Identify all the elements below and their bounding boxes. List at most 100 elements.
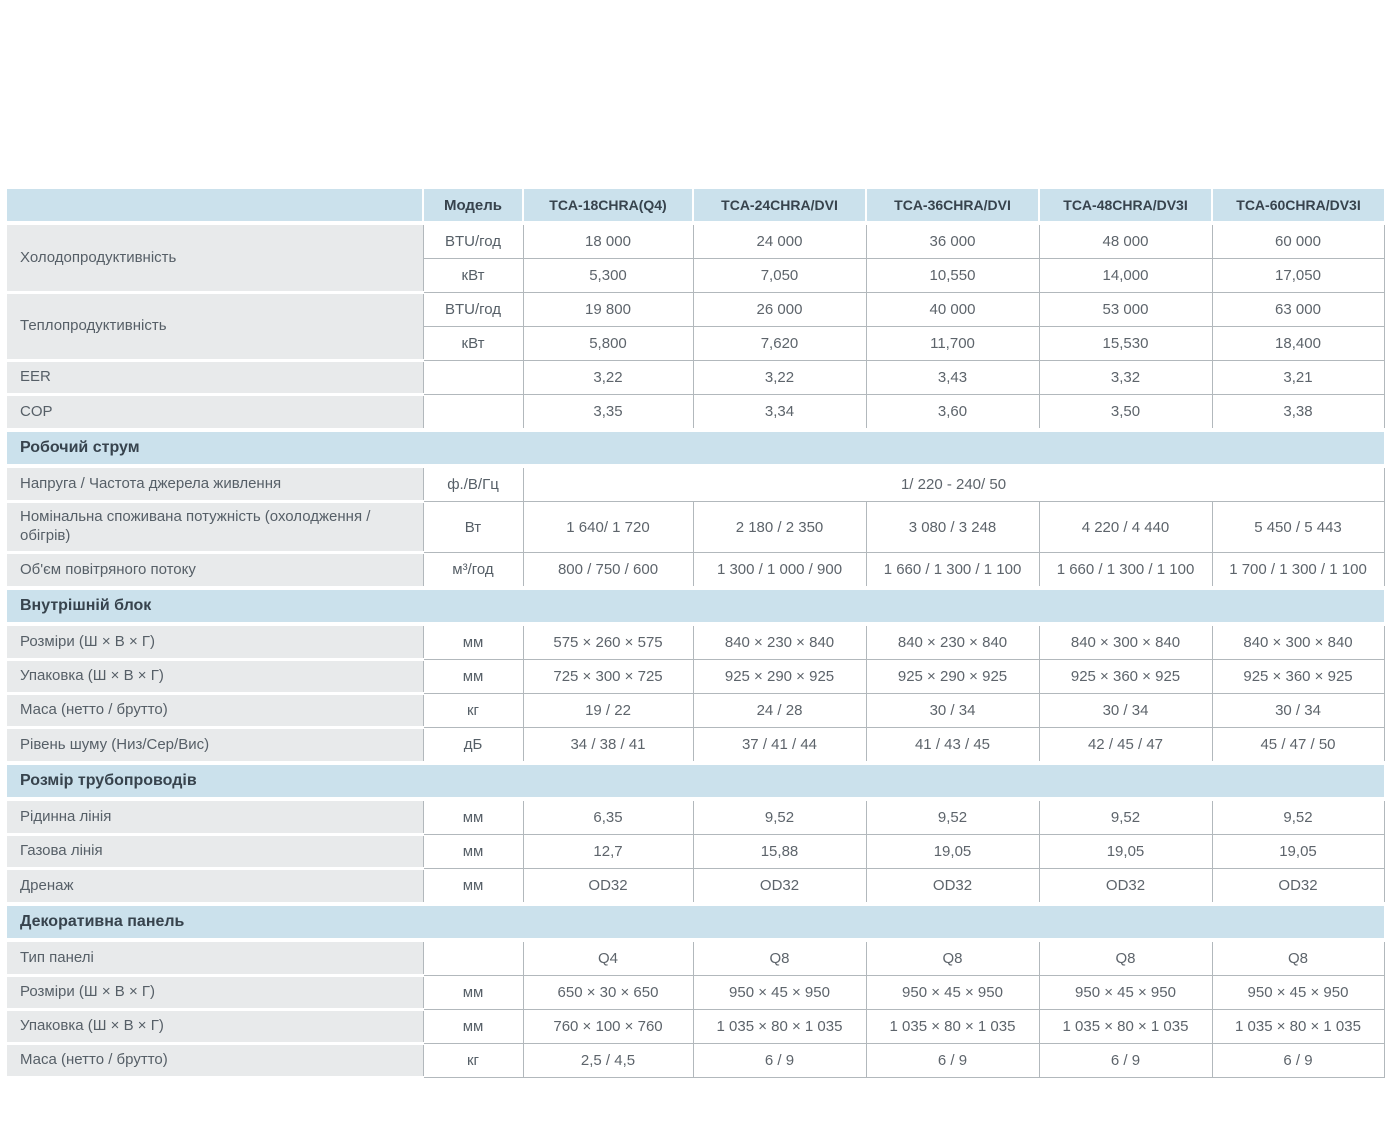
unit-cell — [422, 939, 524, 976]
value-cell: 19 800 — [522, 292, 694, 327]
value-cell: 15,88 — [692, 834, 867, 869]
value-cell: 3,21 — [1211, 360, 1385, 395]
unit-cell: кг — [422, 693, 524, 728]
value-cell: 5 450 / 5 443 — [1211, 501, 1385, 553]
section-header-row: Розмір трубопроводів — [7, 761, 1384, 801]
unit-cell: кг — [422, 1043, 524, 1078]
value-cell: 42 / 45 / 47 — [1038, 727, 1213, 764]
row-label: Упаковка (Ш × В × Г) — [7, 1008, 424, 1045]
value-cell: 48 000 — [1038, 222, 1213, 259]
table-row: Розміри (Ш × В × Г) мм 575 × 260 × 575 840 … — [7, 622, 1385, 661]
value-cell: 24 / 28 — [692, 693, 867, 728]
value-cell: 6 / 9 — [865, 1043, 1040, 1078]
value-cell: 3,43 — [865, 360, 1040, 395]
value-cell: 2 180 / 2 350 — [692, 501, 867, 553]
value-cell: OD32 — [522, 868, 694, 905]
value-cell: 760 × 100 × 760 — [522, 1009, 694, 1044]
row-label: Об'єм повітряного потоку — [7, 551, 424, 590]
value-cell: 1 035 × 80 × 1 035 — [865, 1009, 1040, 1044]
value-cell: 41 / 43 / 45 — [865, 727, 1040, 764]
value-cell: 5,800 — [522, 326, 694, 361]
section-header-row: Робочий струм — [7, 428, 1384, 468]
value-cell: 925 × 360 × 925 — [1211, 659, 1385, 694]
value-cell: 950 × 45 × 950 — [692, 975, 867, 1010]
unit-cell: мм — [422, 834, 524, 869]
row-label: EER — [7, 359, 424, 396]
value-cell: OD32 — [865, 868, 1040, 905]
value-cell: Q4 — [522, 939, 694, 976]
value-cell: 24 000 — [692, 222, 867, 259]
value-cell: 925 × 290 × 925 — [865, 659, 1040, 694]
row-label: Газова лінія — [7, 833, 424, 870]
value-cell: 5,300 — [522, 258, 694, 293]
value-cell: 3,34 — [692, 394, 867, 431]
value-cell: 30 / 34 — [1038, 693, 1213, 728]
table-header-row: Модель TCA-18CHRA(Q4) TCA-24CHRA/DVI TCA-36… — [7, 189, 1384, 225]
value-cell: 10,550 — [865, 258, 1040, 293]
section-title: Внутрішній блок — [7, 586, 1384, 626]
row-label: Номінальна споживана потужність (охолодж… — [7, 500, 424, 554]
table-row: Об'єм повітряного потоку м³/год 800 / 750 … — [7, 551, 1385, 590]
section-title: Розмір трубопроводів — [7, 761, 1384, 801]
table-row: кВт 5,300 7,050 10,550 14,000 17,050 — [7, 258, 1385, 293]
value-cell: 840 × 230 × 840 — [865, 623, 1040, 660]
value-cell: Q8 — [1211, 939, 1385, 976]
value-cell: 3,32 — [1038, 360, 1213, 395]
unit-cell: Вт — [422, 501, 524, 553]
model-name-header: TCA-24CHRA/DVI — [692, 189, 866, 225]
unit-cell: м³/год — [422, 552, 524, 589]
model-name-header: TCA-36CHRA/DVI — [865, 189, 1039, 225]
value-cell: 7,050 — [692, 258, 867, 293]
value-cell: 11,700 — [865, 326, 1040, 361]
model-name-header: TCA-18CHRA(Q4) — [522, 189, 693, 225]
unit-cell: BTU/год — [422, 222, 524, 259]
value-cell: 3,60 — [865, 394, 1040, 431]
value-cell: 3,22 — [692, 360, 867, 395]
table-row: EER 3,22 3,22 3,43 3,32 3,21 — [7, 359, 1385, 396]
unit-cell: мм — [422, 975, 524, 1010]
unit-cell: ф./В/Гц — [422, 465, 524, 502]
value-cell: 3,35 — [522, 394, 694, 431]
row-label: Теплопродуктивність — [7, 291, 424, 362]
table-row: Номінальна споживана потужність (охолодж… — [7, 500, 1385, 554]
table-row: Напруга / Частота джерела живлення ф./В/Г… — [7, 464, 1385, 503]
value-cell: 19,05 — [865, 834, 1040, 869]
value-cell: Q8 — [692, 939, 867, 976]
unit-cell: мм — [422, 1009, 524, 1044]
row-label: Маса (нетто / брутто) — [7, 692, 424, 729]
value-cell: 2,5 / 4,5 — [522, 1043, 694, 1078]
model-column-header: Модель — [422, 189, 523, 225]
value-cell: 15,530 — [1038, 326, 1213, 361]
unit-cell: кВт — [422, 258, 524, 293]
value-cell: 34 / 38 / 41 — [522, 727, 694, 764]
value-cell: 3,22 — [522, 360, 694, 395]
value-cell: 650 × 30 × 650 — [522, 975, 694, 1010]
value-cell: 63 000 — [1211, 292, 1385, 327]
value-cell: Q8 — [1038, 939, 1213, 976]
section-title: Робочий струм — [7, 428, 1384, 468]
value-cell: 9,52 — [1038, 798, 1213, 835]
unit-cell: мм — [422, 868, 524, 905]
value-cell: 1 300 / 1 000 / 900 — [692, 552, 867, 589]
value-cell: 36 000 — [865, 222, 1040, 259]
value-cell: 6 / 9 — [692, 1043, 867, 1078]
value-cell: OD32 — [1211, 868, 1385, 905]
unit-cell: кВт — [422, 326, 524, 361]
table-row: Розміри (Ш × В × Г) мм 650 × 30 × 650 950 ×… — [7, 974, 1385, 1011]
header-spacer-cell — [7, 189, 423, 225]
value-cell: OD32 — [1038, 868, 1213, 905]
value-cell: 30 / 34 — [1211, 693, 1385, 728]
value-cell: Q8 — [865, 939, 1040, 976]
row-label: COP — [7, 393, 424, 432]
value-cell: 1 660 / 1 300 / 1 100 — [865, 552, 1040, 589]
row-label: Холодопродуктивність — [7, 221, 424, 294]
value-cell: 4 220 / 4 440 — [1038, 501, 1213, 553]
unit-cell: BTU/год — [422, 292, 524, 327]
value-cell: 1 660 / 1 300 / 1 100 — [1038, 552, 1213, 589]
value-cell: 26 000 — [692, 292, 867, 327]
value-cell: 800 / 750 / 600 — [522, 552, 694, 589]
unit-cell — [422, 394, 524, 431]
value-cell: 17,050 — [1211, 258, 1385, 293]
value-cell: 19,05 — [1211, 834, 1385, 869]
table-row: Маса (нетто / брутто) кг 19 / 22 24 / 28 30 … — [7, 692, 1385, 729]
